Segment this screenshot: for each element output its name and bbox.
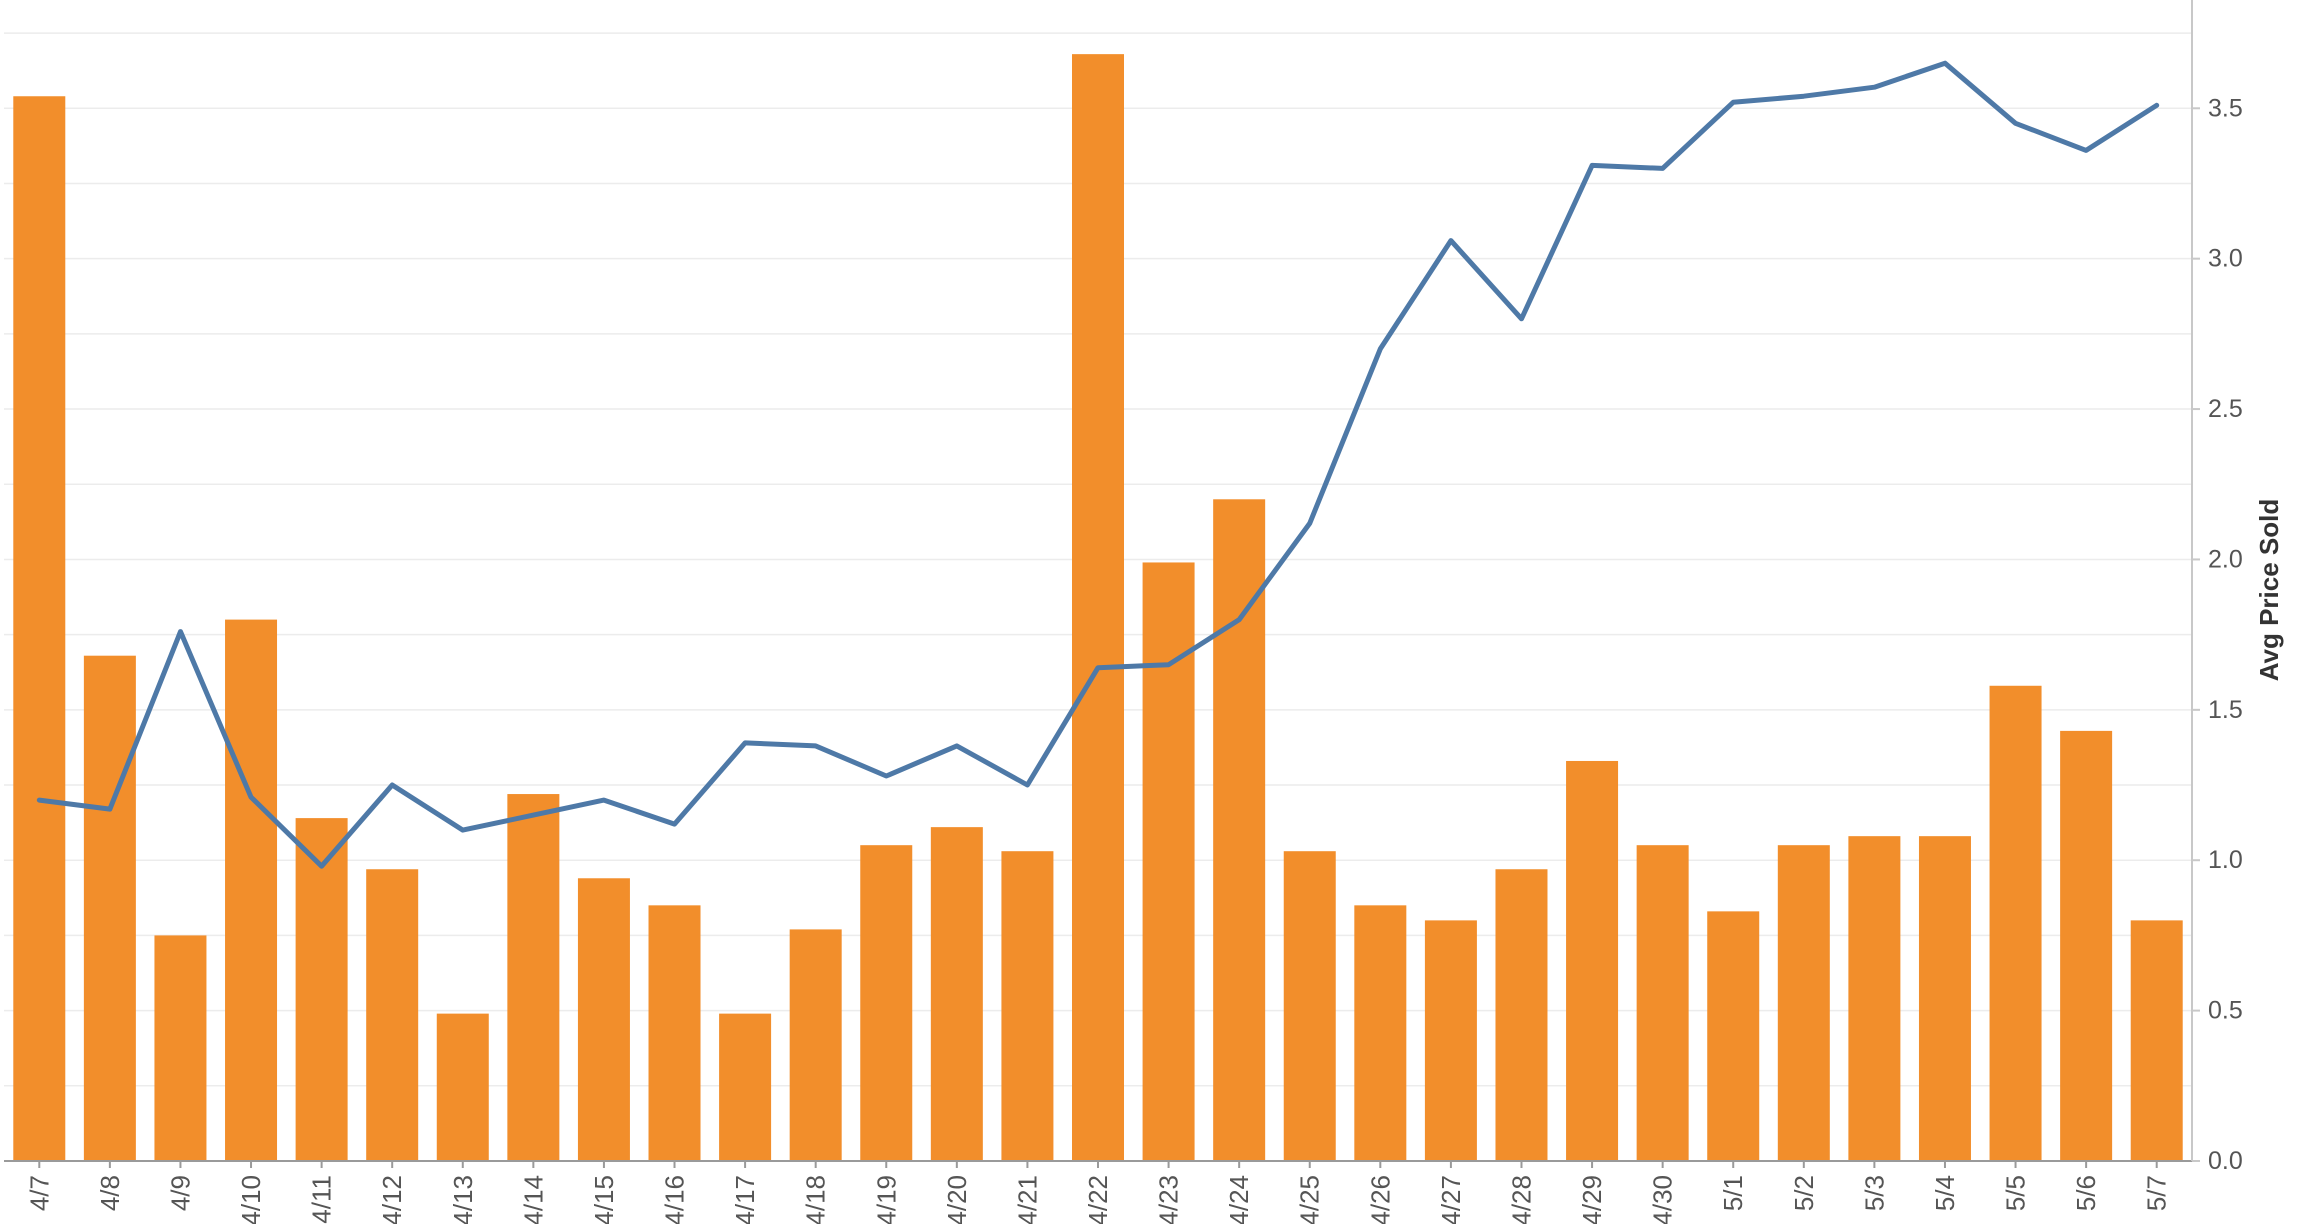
bar-4/18 — [789, 929, 842, 1161]
y-tick-label: 1.0 — [2208, 846, 2243, 874]
bar-4/24 — [1213, 499, 1266, 1161]
bar-4/7 — [13, 96, 66, 1162]
x-tick-label-4/20: 4/20 — [942, 1175, 972, 1224]
x-tick-label-4/10: 4/10 — [236, 1175, 266, 1224]
y-tick-label: 1.5 — [2208, 696, 2243, 724]
bar-5/5 — [1989, 685, 2042, 1161]
bar-4/8 — [83, 655, 136, 1161]
bar-4/14 — [507, 794, 560, 1161]
y-tick-label: 2.5 — [2208, 395, 2243, 423]
bar-4/20 — [930, 827, 983, 1161]
x-tick-label-4/19: 4/19 — [871, 1175, 901, 1224]
bar-4/27 — [1424, 920, 1477, 1161]
x-tick-label-4/24: 4/24 — [1224, 1175, 1254, 1224]
x-tick-label-4/26: 4/26 — [1365, 1175, 1395, 1224]
x-tick-label-4/22: 4/22 — [1083, 1175, 1113, 1224]
x-tick-label-5/3: 5/3 — [1859, 1175, 1889, 1211]
bar-5/4 — [1918, 836, 1971, 1161]
bar-4/15 — [577, 878, 630, 1161]
bar-5/2 — [1777, 845, 1830, 1161]
x-tick-label-4/17: 4/17 — [730, 1175, 760, 1224]
bar-4/16 — [648, 905, 701, 1161]
x-tick-label-5/5: 5/5 — [2001, 1175, 2031, 1211]
bar-4/29 — [1566, 760, 1619, 1161]
bar-5/1 — [1707, 911, 1760, 1161]
bar-4/22 — [1072, 54, 1124, 1162]
bar-4/13 — [436, 1013, 489, 1161]
y-axis-title: Avg Price Sold — [2254, 499, 2284, 682]
axes — [4, 0, 2200, 1168]
x-tick-label-5/4: 5/4 — [1930, 1175, 1960, 1211]
x-tick-label-4/25: 4/25 — [1295, 1175, 1325, 1224]
x-tick-label-4/16: 4/16 — [660, 1175, 690, 1224]
x-tick-label-4/13: 4/13 — [448, 1175, 478, 1224]
x-tick-label-4/28: 4/28 — [1506, 1175, 1536, 1224]
x-tick-label-4/30: 4/30 — [1648, 1175, 1678, 1224]
x-tick-label-5/6: 5/6 — [2071, 1175, 2101, 1211]
axis-labels: 3.5 3.0 2.5 2.0 1.5 1.0 0.5 0.0 Avg Price Sold 4/… — [24, 94, 2284, 1225]
bar-4/11 — [295, 818, 348, 1161]
x-tick-label-5/7: 5/7 — [2142, 1175, 2172, 1211]
x-tick-label-5/2: 5/2 — [1789, 1175, 1819, 1211]
y-tick-label: 2.0 — [2208, 545, 2243, 573]
x-tick-label-4/12: 4/12 — [377, 1175, 407, 1224]
y-tick-label: 3.0 — [2208, 245, 2243, 273]
bar-4/28 — [1495, 869, 1548, 1161]
bar-4/12 — [366, 869, 419, 1161]
bar-5/3 — [1848, 836, 1901, 1161]
line-series — [36, 60, 2160, 869]
x-tick-label-4/9: 4/9 — [165, 1175, 195, 1211]
x-tick-label-4/29: 4/29 — [1577, 1175, 1607, 1224]
bar-4/26 — [1354, 905, 1407, 1161]
bar-4/19 — [860, 845, 913, 1161]
bar-series — [13, 54, 2183, 1162]
x-tick-label-4/11: 4/11 — [307, 1175, 337, 1224]
bar-4/21 — [1001, 851, 1054, 1161]
bar-5/7 — [2130, 920, 2183, 1161]
x-tick-label-4/18: 4/18 — [801, 1175, 831, 1224]
x-tick-label-4/15: 4/15 — [589, 1175, 619, 1224]
x-tick-label-4/27: 4/27 — [1436, 1175, 1466, 1224]
x-tick-label-4/21: 4/21 — [1012, 1175, 1042, 1224]
x-tick-label-5/1: 5/1 — [1718, 1175, 1748, 1211]
bar-4/30 — [1636, 845, 1689, 1161]
avg-price-line — [36, 60, 2160, 869]
y-tick-label: 0.5 — [2208, 997, 2243, 1025]
y-tick-label: 0.0 — [2208, 1147, 2243, 1175]
bar-4/17 — [719, 1013, 772, 1161]
x-tick-label-4/14: 4/14 — [518, 1175, 548, 1224]
bar-5/6 — [2060, 730, 2113, 1161]
y-tick-label: 3.5 — [2208, 94, 2243, 122]
x-tick-label-4/8: 4/8 — [95, 1175, 125, 1211]
x-tick-label-4/7: 4/7 — [24, 1175, 54, 1211]
bar-4/10 — [225, 619, 278, 1161]
bar-4/9 — [154, 935, 207, 1161]
bar-4/25 — [1283, 851, 1336, 1161]
x-tick-label-4/23: 4/23 — [1154, 1175, 1184, 1224]
